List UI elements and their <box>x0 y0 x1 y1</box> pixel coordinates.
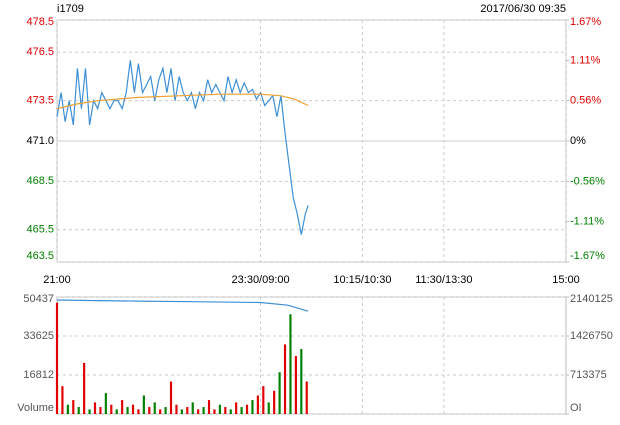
y-tick-label: 463.5 <box>26 250 54 262</box>
volume-bar <box>83 362 86 414</box>
volume-bar <box>245 404 249 414</box>
volume-bar <box>305 381 308 414</box>
volume-bar <box>273 390 276 414</box>
volume-bar <box>180 409 183 414</box>
volume-bar <box>175 404 178 414</box>
volume-bar <box>278 372 281 414</box>
volume-bar <box>88 409 91 414</box>
y-tick-label: 33625 <box>23 330 54 342</box>
volume-bar <box>224 407 227 414</box>
volume-bar <box>294 356 297 414</box>
y-tick-label: 473.5 <box>26 95 54 107</box>
volume-bar <box>213 409 216 414</box>
volume-bar <box>93 402 97 414</box>
volume-bar <box>300 349 303 414</box>
y2-tick-label: 2140125 <box>570 293 613 305</box>
x-tick-label: 11:30/13:30 <box>415 274 472 286</box>
volume-bar <box>229 409 232 414</box>
y2-tick-label: 1.11% <box>570 54 601 66</box>
volume-bar <box>153 402 156 414</box>
volume-bar <box>66 404 69 414</box>
volume-bar <box>159 409 162 414</box>
datetime: 2017/06/30 09:35 <box>480 3 566 15</box>
y2-tick-label: -1.67% <box>570 250 605 262</box>
volume-bar <box>61 386 64 414</box>
x-tick-label: 10:15/10:30 <box>333 274 391 286</box>
y-tick-label: 50437 <box>23 293 54 305</box>
y2-tick-label: 1.67% <box>570 16 601 28</box>
volume-bar <box>202 407 205 414</box>
volume-bar <box>164 407 167 414</box>
volume-bar <box>126 407 129 414</box>
volume-bar <box>197 409 200 414</box>
x-tick-label: 21:00 <box>43 274 71 286</box>
y-tick-label: 465.5 <box>26 224 54 236</box>
volume-bar <box>121 400 124 414</box>
y2-tick-label: 0.56% <box>570 94 601 106</box>
y2-tick-label: 713375 <box>570 369 607 381</box>
volume-bar <box>99 407 102 414</box>
series-line <box>56 93 309 110</box>
volume-bar <box>186 407 189 414</box>
y-tick-label: 476.5 <box>26 46 54 58</box>
volume-bar <box>240 407 243 414</box>
volume-bar <box>207 400 211 414</box>
volume-bar <box>283 344 287 414</box>
y2-tick-label: -0.56% <box>570 175 605 187</box>
volume-bar <box>191 402 194 414</box>
volume-bar <box>262 386 265 414</box>
x-tick-label: 23:30/09:00 <box>232 274 290 286</box>
volume-bar <box>148 407 151 414</box>
volume-bar <box>235 402 238 414</box>
y-tick-label: 478.5 <box>26 16 54 28</box>
volume-bar <box>110 404 113 414</box>
y-tick-label: 468.5 <box>26 175 54 187</box>
y-tick-label: 16812 <box>23 369 54 381</box>
plot-frame <box>56 296 567 415</box>
volume-bar <box>72 400 75 414</box>
x-tick-label: 15:00 <box>552 274 580 286</box>
volume-bar <box>289 314 292 414</box>
y2-tick-label: 0% <box>570 135 586 147</box>
volume-bar <box>256 395 259 414</box>
volume-bar <box>267 402 270 414</box>
volume-bar <box>115 409 118 414</box>
volume-bar <box>142 395 145 414</box>
y-tick-label: 471.0 <box>26 135 54 147</box>
volume-bar <box>131 404 135 414</box>
volume-bar <box>55 302 59 414</box>
y2-tick-label: -1.11% <box>570 215 604 227</box>
volume-bar <box>218 404 221 414</box>
y-tick-label: Volume <box>17 402 54 414</box>
volume-bar <box>169 381 173 414</box>
y2-tick-label: OI <box>570 402 582 414</box>
y2-tick-label: 1426750 <box>570 330 613 342</box>
series-line <box>56 60 309 235</box>
volume-bar <box>251 400 254 414</box>
series-line <box>56 299 309 312</box>
volume-bar <box>137 409 140 414</box>
symbol: i1709 <box>57 3 84 15</box>
volume-bar <box>104 393 107 414</box>
volume-bar <box>77 407 80 414</box>
